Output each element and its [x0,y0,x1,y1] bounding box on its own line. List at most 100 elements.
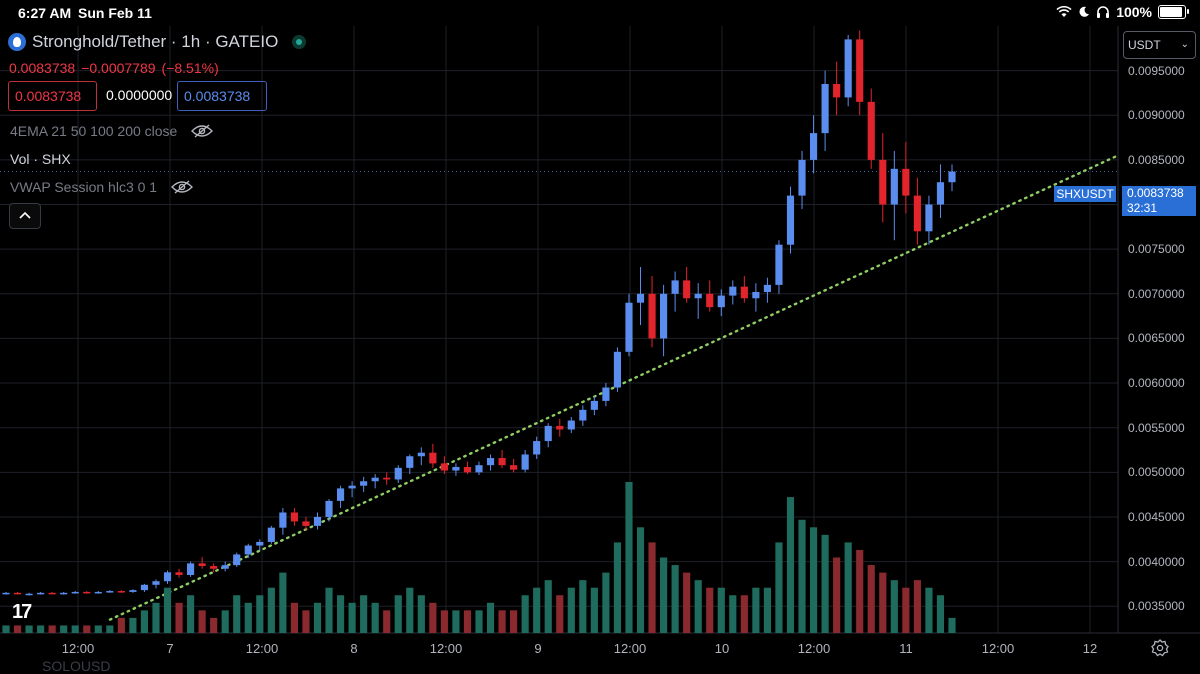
candle-body [440,463,448,471]
symbol-header[interactable]: Stronghold/Tether · 1h · GATEIO [8,32,307,52]
time-axis-label: 11 [899,641,913,656]
candle-body [2,592,10,595]
volume-bar [821,534,829,633]
volume-bar [13,625,22,633]
candle-body [117,591,125,593]
volume-bar [463,610,472,633]
candle-body [313,516,322,526]
candle-body [60,592,68,595]
volume-bar [221,610,229,633]
candle-body [25,593,33,596]
candle-body [152,581,160,585]
volume-bar [244,602,252,633]
candle-body [336,488,345,501]
candle-body [786,195,795,245]
ema-indicator-row[interactable]: 4EMA 21 50 100 200 close [10,123,214,139]
volume-bar [163,587,172,633]
time-axis-label: 10 [714,641,730,656]
currency-select[interactable]: USDT ⌄ [1123,31,1196,59]
volume-bar [360,595,368,633]
headphones-icon [1097,6,1110,18]
volume-bar [844,542,852,633]
last-price-tag-value: 0.0083738 [1127,186,1184,200]
battery-percent: 100% [1116,4,1152,20]
status-date: Sun Feb 11 [78,5,152,21]
symbol-tag-label: SHXUSDT [1054,186,1116,202]
battery-icon [1158,5,1189,19]
settings-gear-icon[interactable] [1150,638,1170,658]
volume-indicator-row[interactable]: Vol · SHX [10,151,71,167]
candle-body [867,101,875,160]
candle-body [417,452,425,457]
price-axis-label: 0.0095000 [1128,63,1185,78]
stronghold-logo-icon [8,33,26,51]
candle-body [475,465,483,473]
candle-body [856,39,864,102]
candle-body [129,590,137,592]
candle-body [936,182,945,205]
vwap-indicator-row[interactable]: VWAP Session hlc3 0 1 [10,179,194,195]
time-axis-label: 7 [166,641,174,656]
candle-body [175,572,183,575]
candle-body [567,420,575,430]
volume-bar [279,572,287,633]
candle-body [302,521,310,526]
collapse-legend-button[interactable] [9,203,41,229]
status-icons: 100% [1056,4,1189,20]
sell-price-button[interactable]: 0.0083738 [8,81,97,111]
candle-body [890,168,898,205]
volume-bar [567,587,575,633]
candle-body [486,458,495,466]
candle-body [925,204,933,232]
candle-body [233,554,241,566]
volume-bar [740,595,748,633]
candle-body [844,39,852,98]
battery-fill [1160,7,1182,17]
wifi-icon [1056,6,1072,17]
candle-body [244,545,252,555]
last-price: 0.0083738 [9,60,76,76]
time-axis-label: 12:00 [797,641,831,656]
currency-select-value: USDT [1128,38,1161,52]
candle-body [729,286,737,296]
buy-price-button[interactable]: 0.0083738 [177,81,267,111]
volume-bar [729,595,737,633]
candle-body [763,284,771,293]
trendline [108,154,1120,621]
candle-body [140,584,149,591]
volume-bar [590,587,598,633]
hidden-eye-icon[interactable] [191,124,214,138]
volume-bar [867,565,875,633]
tradingview-logo[interactable]: 17 [12,601,32,623]
candle-body [383,477,391,480]
volume-bar [440,610,448,633]
hidden-eye-icon[interactable] [171,180,194,194]
volume-bar [683,572,691,633]
volume-bar [117,617,125,633]
volume-bar [948,617,956,633]
candle-body [809,133,818,160]
volume-bar [406,587,414,633]
moon-icon [1079,6,1090,17]
volume-bar [856,549,864,633]
time-axis-label: 12:00 [613,641,647,656]
volume-bar [37,625,45,633]
status-bar: 6:27 AM Sun Feb 11 100% [0,0,1200,26]
candle-body [187,563,195,575]
volume-bar [498,610,506,633]
volume-bar [694,580,702,633]
volume-bar [140,610,149,633]
volume-bar [556,595,564,633]
volume-bar [106,625,114,633]
volume-bar [48,625,56,633]
candle-body [106,591,114,593]
volume-bar [486,602,495,633]
volume-bar [544,580,552,633]
volume-bar [648,542,656,633]
volume-bar [510,610,518,633]
chevron-up-icon [19,211,31,219]
volume-bar [579,580,587,633]
symbol-title[interactable]: Stronghold/Tether · 1h · GATEIO [32,32,279,51]
candle-body [37,592,45,595]
